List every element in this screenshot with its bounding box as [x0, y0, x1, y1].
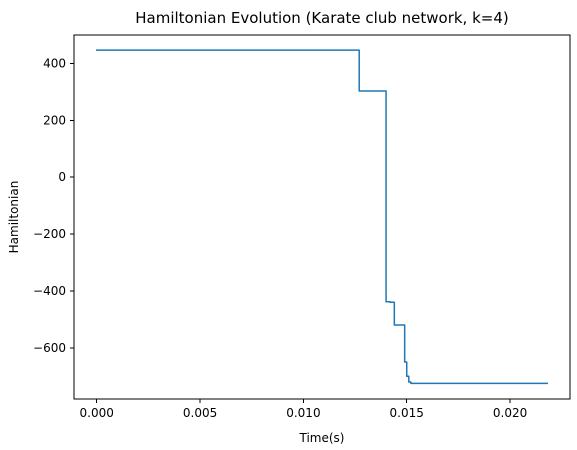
axes-frame [73, 34, 571, 400]
y-tick-label: 200 [43, 113, 66, 127]
x-tick-label: 0.000 [80, 406, 114, 420]
y-tick-label: 0 [58, 170, 66, 184]
y-tick-label: −400 [33, 284, 66, 298]
plot-area [95, 49, 549, 385]
x-tick-label: 0.010 [286, 406, 320, 420]
x-tick-label: 0.015 [390, 406, 424, 420]
y-tick-label: 400 [43, 56, 66, 70]
series-line-0 [95, 49, 549, 385]
x-tick-label: 0.020 [493, 406, 527, 420]
y-tick-label: −200 [33, 227, 66, 241]
y-tick-label: −600 [33, 341, 66, 355]
chart-title: Hamiltonian Evolution (Karate club netwo… [135, 9, 509, 27]
x-tick-label: 0.005 [183, 406, 217, 420]
x-axis-label: Time(s) [299, 431, 345, 445]
x-axis-ticks: 0.000 0.005 0.010 0.015 0.020 [80, 399, 527, 420]
y-axis-ticks: −600 −400 −200 0 200 400 [33, 56, 74, 355]
y-axis-label: Hamiltonian [7, 181, 21, 254]
